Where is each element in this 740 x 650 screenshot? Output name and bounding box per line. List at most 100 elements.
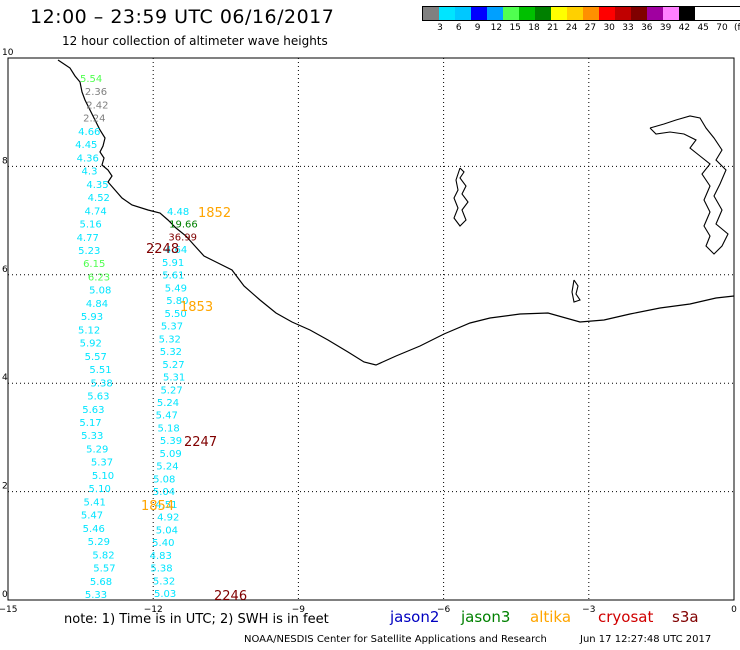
color-scale-tick: 36 <box>641 23 653 33</box>
wave-height-label: 2.24 <box>83 114 105 125</box>
color-swatch <box>551 7 567 20</box>
color-scale-tick: 21 <box>547 23 559 33</box>
y-tick-label: 4 <box>2 373 8 383</box>
y-tick-label: 0 <box>2 590 8 600</box>
color-scale-tick: 30 <box>603 23 615 33</box>
wave-height-label: 5.03 <box>154 589 176 600</box>
landmass-island-3 <box>571 279 581 303</box>
wave-height-label: 5.08 <box>89 286 111 297</box>
wave-height-label: 5.33 <box>81 431 103 442</box>
wave-height-label: 5.23 <box>78 246 100 257</box>
x-tick-label: −6 <box>437 605 451 615</box>
color-scale-tick: 15 <box>509 23 521 33</box>
wave-height-label: 5.04 <box>156 525 178 536</box>
pass-time-label: 2246 <box>214 589 247 604</box>
wave-height-label: 5.40 <box>152 538 174 549</box>
map-frame <box>7 57 735 601</box>
x-tick-label: 0 <box>731 605 737 615</box>
wave-height-label: 4.51 <box>155 500 177 511</box>
wave-height-label: 5.32 <box>159 334 181 345</box>
wave-height-label: 5.91 <box>162 258 184 269</box>
wave-height-label: 5.47 <box>81 511 103 522</box>
wave-height-label: 5.08 <box>153 474 175 485</box>
wave-height-label: 5.27 <box>160 385 182 396</box>
landmass-island-2 <box>649 115 729 255</box>
wave-height-label: 4.77 <box>77 233 99 244</box>
color-scale-tick: 33 <box>622 23 634 33</box>
wave-height-label: 5.18 <box>157 423 179 434</box>
wave-height-label: 4.35 <box>86 180 108 191</box>
grid-lines <box>8 58 734 600</box>
footnote: note: 1) Time is in UTC; 2) SWH is in fe… <box>64 612 329 627</box>
color-swatch <box>599 7 615 20</box>
wave-height-label: 5.92 <box>80 339 102 350</box>
wave-height-label: 2.42 <box>86 100 108 111</box>
wave-height-label: 6.15 <box>83 259 105 270</box>
wave-height-label: 5.29 <box>88 537 110 548</box>
color-swatch <box>631 7 647 20</box>
wave-height-label: 5.24 <box>156 462 178 473</box>
wave-height-label: 5.41 <box>84 497 106 508</box>
color-swatch <box>663 7 679 20</box>
wave-height-label: 5.80 <box>166 296 188 307</box>
wave-height-label: 5.50 <box>164 309 186 320</box>
page-subtitle: 12 hour collection of altimeter wave hei… <box>62 34 328 48</box>
wave-height-label: 5.12 <box>78 325 100 336</box>
color-scale-swatches <box>422 6 740 21</box>
wave-height-label: 5.49 <box>165 283 187 294</box>
y-axis-ticks: 10 8 6 4 2 0 <box>2 48 14 600</box>
wave-height-label: 6.23 <box>88 272 110 283</box>
wave-height-label: 5.68 <box>90 577 112 588</box>
wave-height-label: 5.16 <box>80 220 102 231</box>
wave-height-label: 4.36 <box>77 153 99 164</box>
wave-height-label: 5.17 <box>79 418 101 429</box>
wave-height-label: 5.32 <box>153 576 175 587</box>
credit-line: NOAA/NESDIS Center for Satellite Applica… <box>244 634 547 645</box>
color-scale-tick: 27 <box>584 23 597 33</box>
color-scale-tick: 39 <box>659 23 672 33</box>
color-swatch <box>647 7 663 20</box>
color-swatch <box>503 7 519 20</box>
wave-height-label: 5.61 <box>162 271 184 282</box>
color-scale-tick: 70 <box>716 23 728 33</box>
wave-height-label: 5.38 <box>150 564 172 575</box>
satellite-altika: altika <box>530 608 572 626</box>
wave-height-label: 4.52 <box>88 193 110 204</box>
wave-height-label: 5.82 <box>92 550 114 561</box>
x-axis-ticks: −15 −12 −9 −6 −3 0 <box>0 605 737 615</box>
wave-height-label: 5.57 <box>85 352 107 363</box>
color-swatch <box>471 7 487 20</box>
color-scale-tick: (ft) <box>734 23 740 33</box>
x-tick-label: −12 <box>144 605 163 615</box>
landmass-island-1 <box>453 167 469 227</box>
color-scale-tick: 24 <box>565 23 578 33</box>
wave-height-label: 5.93 <box>81 312 103 323</box>
wave-height-label: 5.29 <box>86 444 108 455</box>
altimeter-track-left: 5.54 2.36 2.42 2.24 4.66 4.45 4.36 4.3 4.35 4.52 4… <box>75 74 115 601</box>
wave-height-label: 5.32 <box>160 347 182 358</box>
wave-height-label: 4.84 <box>86 299 108 310</box>
y-tick-label: 10 <box>2 48 14 58</box>
satellite-s3a: s3a <box>672 608 699 626</box>
y-tick-label: 6 <box>2 265 8 275</box>
x-tick-label: −15 <box>0 605 18 615</box>
wave-height-label: 5.04 <box>153 487 175 498</box>
wave-height-label: 4.3 <box>82 167 98 178</box>
wave-height-label: 5.10 <box>92 471 114 482</box>
color-scale-tick: 6 <box>455 23 462 33</box>
wave-height-label: 36.99 <box>168 232 197 243</box>
wave-height-label: 4.74 <box>85 206 107 217</box>
wave-height-label: 4.64 <box>165 245 187 256</box>
wave-height-label: 5.27 <box>162 360 184 371</box>
x-tick-label: −3 <box>582 605 595 615</box>
color-swatch <box>615 7 631 20</box>
wave-height-label: 5.39 <box>160 436 182 447</box>
color-swatch <box>455 7 471 20</box>
wave-height-label: 4.45 <box>75 140 97 151</box>
wave-height-label: 5.37 <box>161 322 183 333</box>
satellite-jason3: jason3 <box>461 608 511 626</box>
